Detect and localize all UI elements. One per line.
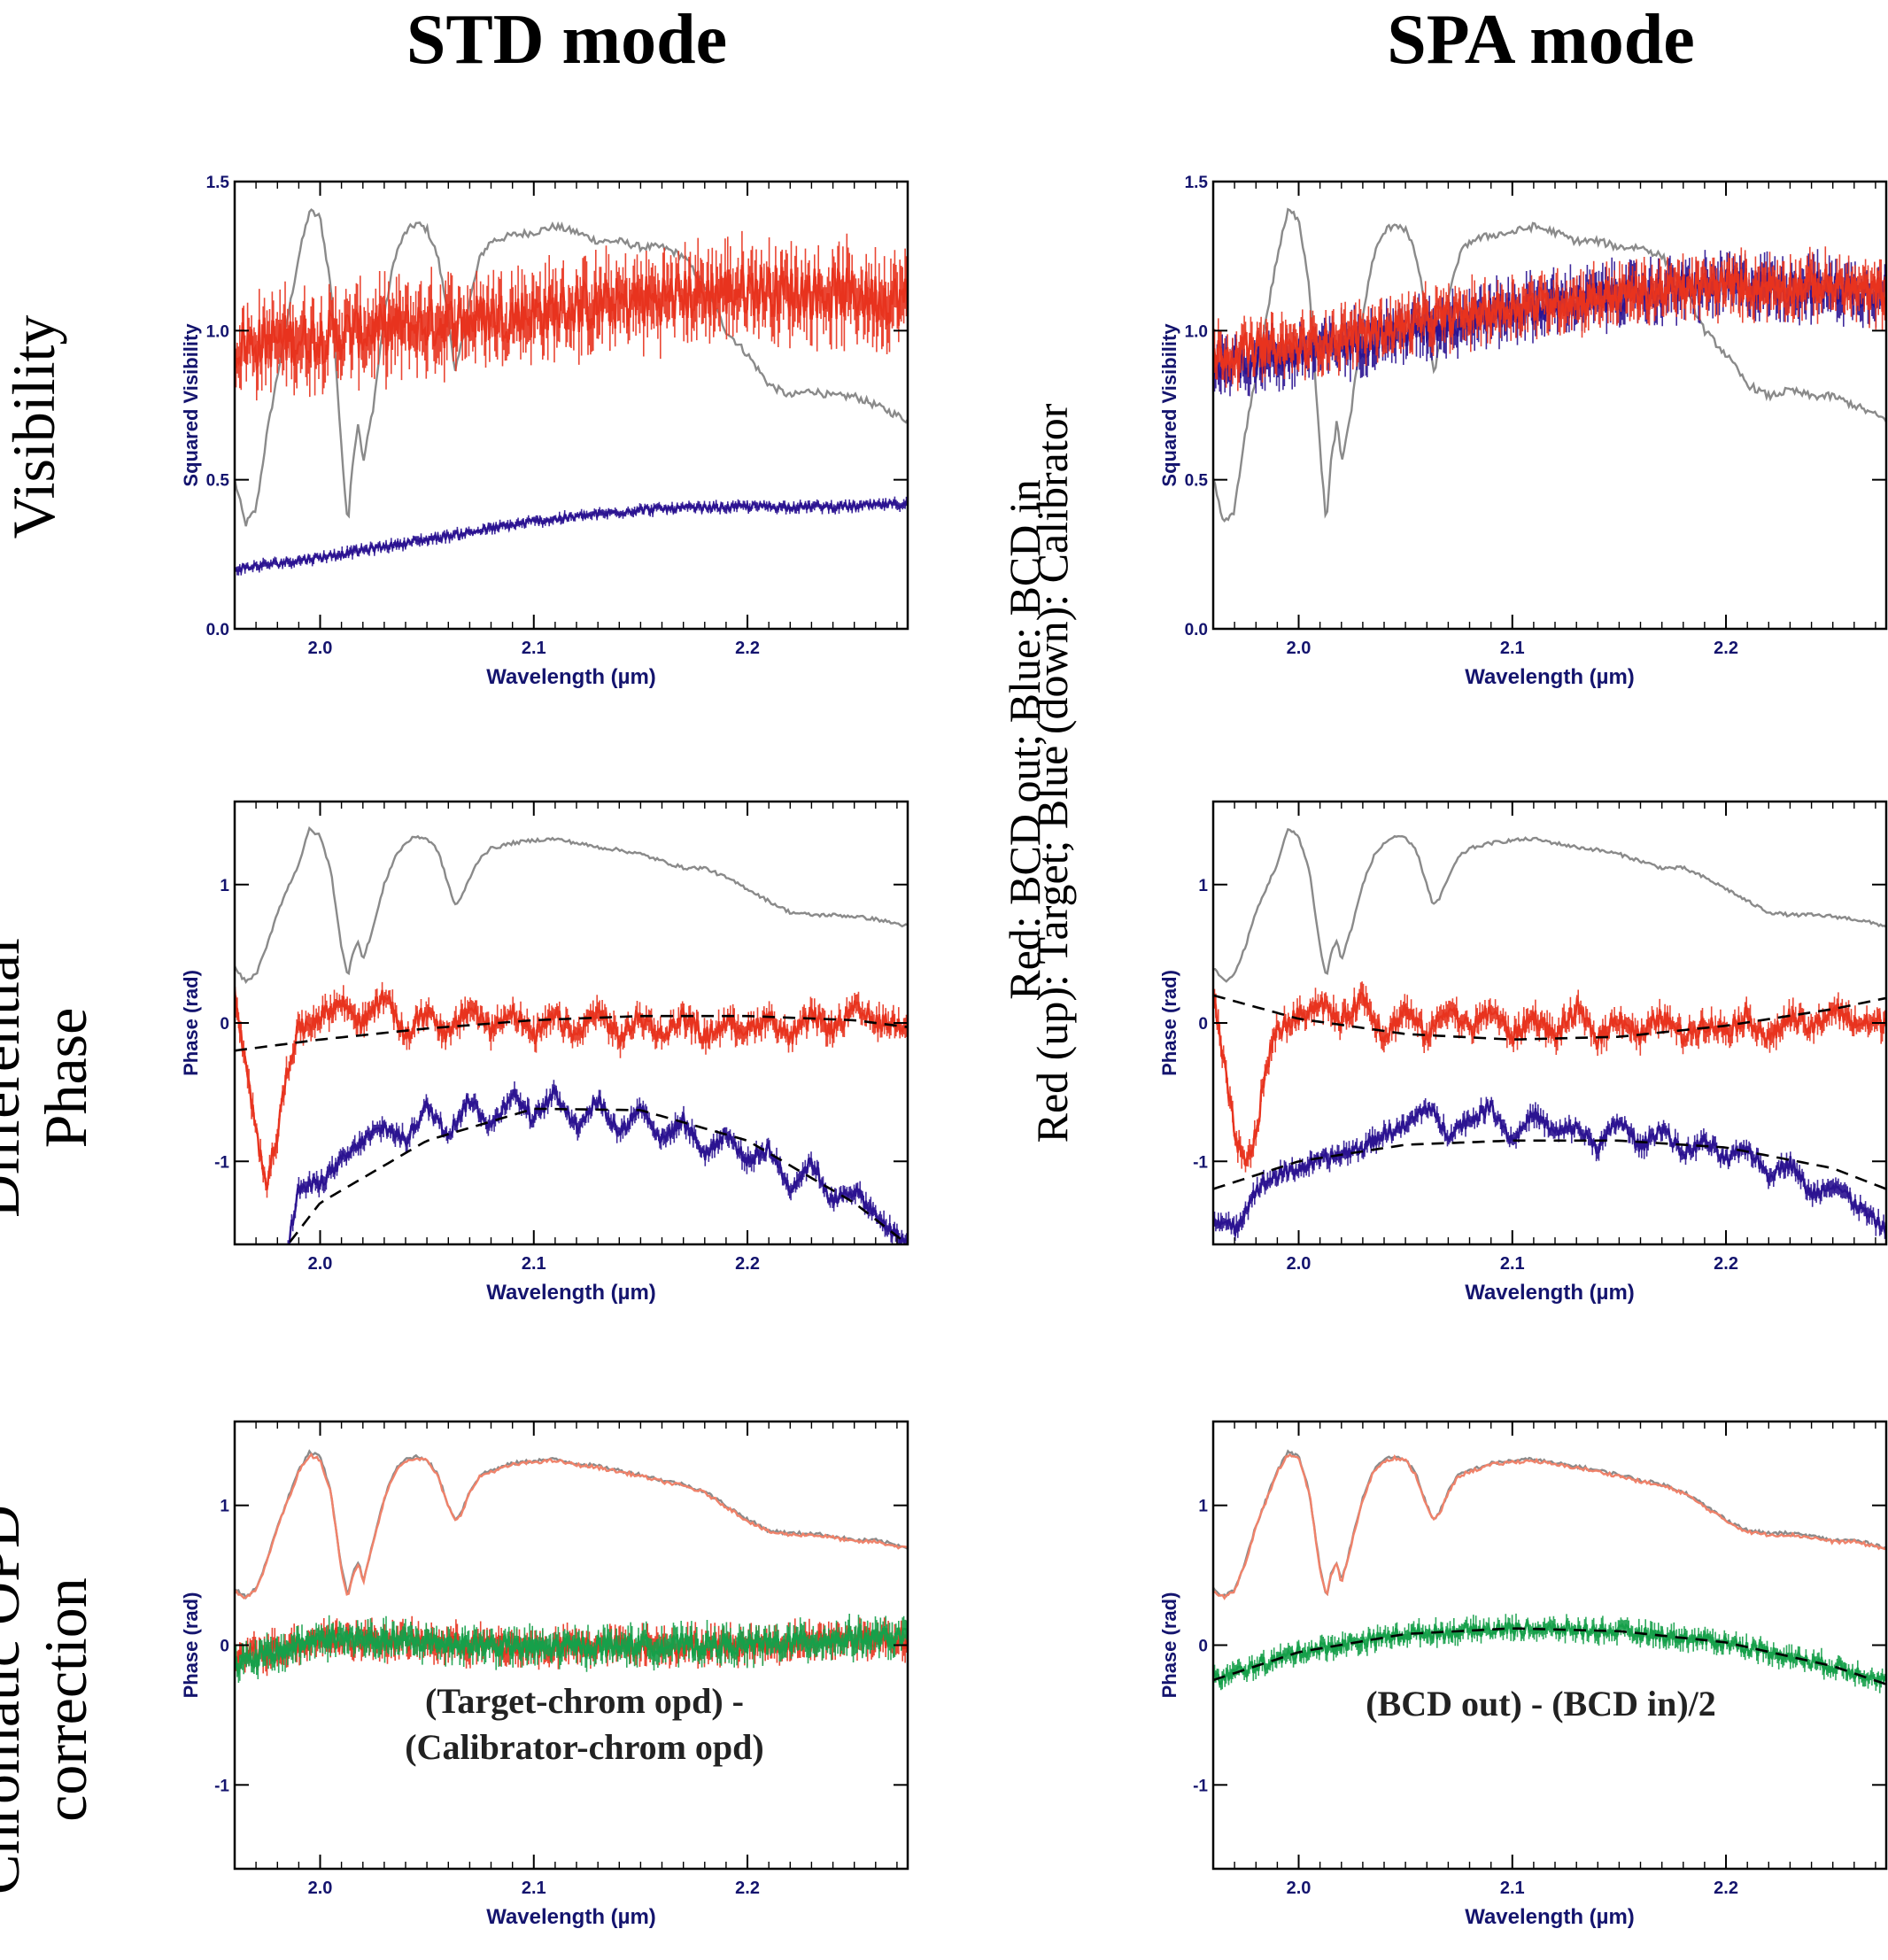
series-difference bbox=[1213, 1619, 1886, 1688]
column-title-spa: SPA mode bbox=[1387, 1, 1695, 79]
y-axis-label: Phase (rad) bbox=[180, 1592, 202, 1699]
y-tick-label: 0 bbox=[1198, 1638, 1208, 1656]
column-title-std: STD mode bbox=[406, 1, 728, 79]
y-tick-label: -1 bbox=[214, 1777, 229, 1795]
y-axis-label: Phase (rad) bbox=[1158, 970, 1180, 1076]
plot-series-group bbox=[1213, 1449, 1886, 1693]
y-tick-label: 0 bbox=[1198, 1015, 1208, 1034]
row-label-line: Chromatic OPD bbox=[0, 1504, 32, 1895]
x-tick-label: 2.0 bbox=[1287, 1879, 1312, 1898]
chart-panel-std-diff-phase: 2.0 2.1 2.2 -1 0 1 Wavelength (µm) Phase (rad) bbox=[180, 800, 909, 1305]
row-label-line: correction bbox=[32, 1577, 99, 1822]
plot-series-group bbox=[1213, 207, 1886, 523]
x-tick-label: 2.2 bbox=[1714, 1254, 1738, 1274]
y-tick-label: -1 bbox=[214, 1153, 229, 1172]
row-label-line: Differential bbox=[0, 938, 32, 1218]
series-bcd_in bbox=[1213, 1100, 1886, 1237]
y-tick-label: 1 bbox=[220, 877, 229, 895]
x-axis-label: Wavelength (µm) bbox=[486, 1281, 656, 1305]
x-tick-label: 2.1 bbox=[522, 639, 546, 658]
series-calibrator bbox=[235, 498, 908, 576]
y-tick-label: 0 bbox=[220, 1015, 229, 1034]
annotation-line: (Target-chrom opd) - bbox=[425, 1681, 744, 1721]
x-tick-label: 2.1 bbox=[522, 1254, 546, 1274]
y-tick-label: 1.5 bbox=[1185, 174, 1209, 192]
chart-panel-std-chrom-opd: 2.0 2.1 2.2 -1 0 1 Wavelength (µm) Phase (rad) bbox=[180, 1420, 909, 1929]
series-target bbox=[235, 264, 908, 371]
annotation-line: (Calibrator-chrom opd) bbox=[405, 1727, 764, 1767]
x-axis-label: Wavelength (µm) bbox=[1465, 1281, 1635, 1305]
x-axis-label: Wavelength (µm) bbox=[486, 665, 656, 689]
y-tick-label: 0.0 bbox=[206, 621, 229, 639]
x-tick-label: 2.1 bbox=[522, 1879, 546, 1898]
x-tick-label: 2.2 bbox=[1714, 1879, 1738, 1898]
series-target bbox=[235, 987, 908, 1190]
row-label-differential-phase: Differential Phase bbox=[0, 830, 106, 1326]
plot-frame bbox=[1211, 180, 1888, 631]
y-tick-label: 0 bbox=[220, 1638, 229, 1656]
annotation-spa-opd: (BCD out) - (BCD in)/2 bbox=[1366, 1684, 1716, 1724]
series-spectrum bbox=[235, 825, 908, 985]
y-tick-label: 0.5 bbox=[1185, 472, 1209, 491]
row-label-line: Phase bbox=[32, 1007, 99, 1149]
plot-series-group bbox=[235, 1449, 908, 1683]
x-tick-label: 2.2 bbox=[1714, 639, 1738, 658]
chart-panel-spa-chrom-opd: 2.0 2.1 2.2 -1 0 1 Wavelength (µm) Phase (rad) bbox=[1158, 1420, 1888, 1929]
series-spectrum_overlay bbox=[1213, 1453, 1886, 1600]
chart-panel-spa-diff-phase: 2.0 2.1 2.2 -1 0 1 Wavelength (µm) Phase (rad) bbox=[1158, 800, 1888, 1305]
series-bcd_out bbox=[1213, 267, 1886, 372]
y-tick-label: 1.5 bbox=[206, 174, 230, 192]
x-axis-label: Wavelength (µm) bbox=[1465, 665, 1635, 689]
x-tick-label: 2.0 bbox=[308, 1879, 333, 1898]
x-tick-label: 2.2 bbox=[735, 1879, 760, 1898]
series-bcd_out bbox=[1213, 990, 1886, 1166]
x-tick-label: 2.1 bbox=[1500, 1254, 1525, 1274]
x-tick-label: 2.0 bbox=[1287, 639, 1312, 658]
annotation-std-opd: (Target-chrom opd) - (Calibrator-chrom o… bbox=[337, 1678, 832, 1770]
y-tick-label: 0.5 bbox=[206, 472, 230, 491]
plot-frame bbox=[233, 180, 909, 631]
x-tick-label: 2.2 bbox=[735, 1254, 760, 1274]
x-tick-label: 2.2 bbox=[735, 639, 760, 658]
side-note-spa: Red: BCD out; Blue: BCD in bbox=[1000, 479, 1049, 1000]
x-tick-label: 2.0 bbox=[1287, 1254, 1312, 1274]
series-spectrum_overlay bbox=[235, 1452, 908, 1600]
chart-panel-spa-visibility: 2.0 2.1 2.2 0.0 0.5 1.0 1.5 Wavelength (µm) Squa… bbox=[1158, 174, 1888, 689]
series-fit bbox=[235, 1014, 908, 1052]
series-spectrum bbox=[1213, 207, 1886, 523]
y-tick-label: 1 bbox=[1198, 877, 1208, 895]
y-tick-label: 1 bbox=[220, 1498, 229, 1516]
series-spectrum bbox=[1213, 827, 1886, 983]
chart-panel-std-visibility: 2.0 2.1 2.2 0.0 0.5 1.0 1.5 Wavelength (µm) Squa… bbox=[180, 174, 909, 689]
y-axis-label: Phase (rad) bbox=[180, 970, 202, 1076]
row-label-visibility: Visibility bbox=[0, 314, 67, 539]
plot-series-group bbox=[1213, 827, 1886, 1244]
x-tick-label: 2.0 bbox=[308, 1254, 333, 1274]
y-tick-label: 1.0 bbox=[206, 322, 229, 341]
y-tick-label: 1.0 bbox=[1185, 322, 1208, 341]
series-calibrator bbox=[288, 1087, 908, 1244]
y-axis-label: Phase (rad) bbox=[1158, 1592, 1180, 1699]
y-tick-label: 0.0 bbox=[1185, 621, 1208, 639]
y-tick-label: -1 bbox=[1193, 1153, 1208, 1172]
y-axis-label: Squared Visibility bbox=[1158, 323, 1180, 487]
y-tick-label: -1 bbox=[1193, 1777, 1208, 1795]
x-tick-label: 2.1 bbox=[1500, 1879, 1525, 1898]
plot-series-group bbox=[235, 825, 908, 1244]
x-tick-label: 2.0 bbox=[308, 639, 333, 658]
y-tick-label: 1 bbox=[1198, 1498, 1208, 1516]
row-label-chromatic-opd: Chromatic OPD correction bbox=[0, 1452, 106, 1948]
series-difference bbox=[235, 1624, 908, 1677]
y-axis-label: Squared Visibility bbox=[180, 323, 202, 487]
series-spectrum bbox=[235, 208, 908, 527]
plot-area bbox=[1213, 182, 1886, 629]
plot-series-group bbox=[235, 208, 908, 576]
x-axis-label: Wavelength (µm) bbox=[486, 1905, 656, 1929]
x-tick-label: 2.1 bbox=[1500, 639, 1525, 658]
x-axis-label: Wavelength (µm) bbox=[1465, 1905, 1635, 1929]
